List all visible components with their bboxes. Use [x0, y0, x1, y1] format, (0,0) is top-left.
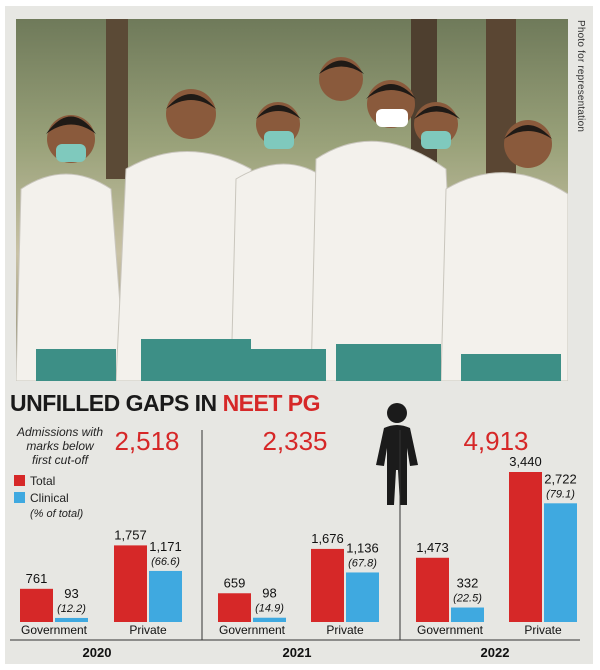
total-value-label: 1,473: [416, 540, 449, 555]
headline-part-2: NEET PG: [222, 390, 321, 416]
admissions-caption-line-1: Admissions with: [16, 425, 103, 439]
clinical-value-label: 98: [262, 586, 276, 601]
category-label: Private: [326, 623, 364, 637]
category-label: Private: [129, 623, 167, 637]
admissions-caption-line-2: marks below: [26, 439, 95, 453]
clinical-value-label: 2,722: [544, 471, 577, 486]
clinical-value-label: 93: [64, 586, 78, 601]
clinical-bar: [544, 503, 577, 622]
legend-clinical-note: (% of total): [30, 508, 84, 520]
clinical-value-label: 1,136: [346, 540, 379, 555]
legend-total-label: Total: [30, 474, 55, 488]
admissions-value: 2,335: [262, 426, 327, 456]
clinical-bar: [55, 617, 88, 622]
total-bar: [311, 548, 344, 622]
legend-total-swatch: [14, 475, 25, 486]
clinical-bar: [346, 572, 379, 622]
headline-part-1: UNFILLED GAPS IN: [10, 390, 223, 416]
clinical-bar: [451, 607, 484, 622]
clinical-bar: [149, 570, 182, 622]
total-value-label: 1,757: [114, 527, 147, 542]
clinical-bar: [253, 617, 286, 622]
total-value-label: 1,676: [311, 531, 344, 546]
clinical-pct-label: (22.5): [453, 593, 482, 605]
legend-clinical-swatch: [14, 492, 25, 503]
clinical-value-label: 332: [457, 576, 479, 591]
total-bar: [218, 593, 251, 622]
category-label: Government: [219, 623, 286, 637]
admissions-caption-line-3: first cut-off: [32, 453, 90, 467]
headline: UNFILLED GAPS IN NEET PG: [10, 390, 321, 417]
admissions-value: 2,518: [114, 426, 179, 456]
total-value-label: 659: [224, 575, 246, 590]
admissions-value: 4,913: [463, 426, 528, 456]
clinical-pct-label: (79.1): [546, 488, 575, 500]
year-label: 2020: [83, 645, 112, 660]
category-label: Government: [417, 623, 484, 637]
year-label: 2022: [481, 645, 510, 660]
total-value-label: 761: [26, 571, 48, 586]
total-bar: [20, 588, 53, 622]
clinical-pct-label: (14.9): [255, 603, 284, 615]
clinical-pct-label: (12.2): [57, 603, 86, 615]
total-value-label: 3,440: [509, 454, 542, 469]
students-photo: [16, 19, 568, 381]
clinical-value-label: 1,171: [149, 539, 182, 554]
clinical-pct-label: (67.8): [348, 557, 377, 569]
legend-clinical-label: Clinical: [30, 491, 69, 505]
total-bar: [114, 545, 147, 622]
photo-credit: Photo for representation: [575, 20, 586, 133]
doctor-icon: [376, 403, 418, 505]
total-bar: [509, 472, 542, 622]
year-label: 2021: [283, 645, 312, 660]
total-bar: [416, 557, 449, 622]
infographic-card: Photo for representation: [5, 6, 593, 664]
category-label: Government: [21, 623, 88, 637]
clinical-pct-label: (66.6): [151, 556, 180, 568]
category-label: Private: [524, 623, 562, 637]
